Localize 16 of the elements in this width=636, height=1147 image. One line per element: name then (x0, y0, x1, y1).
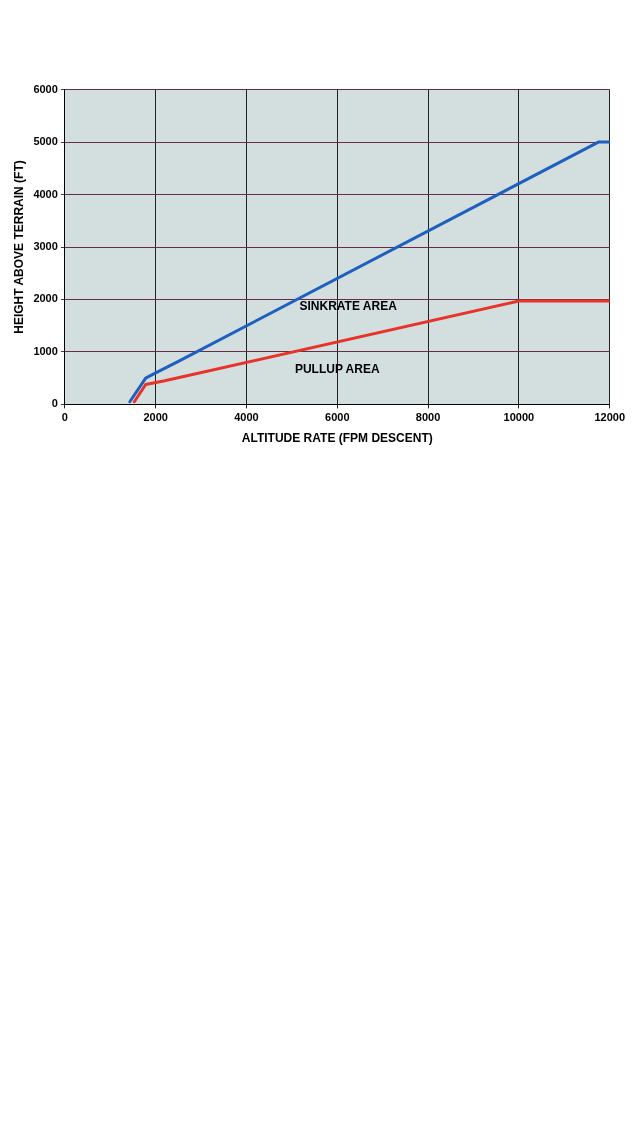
y-tick-label: 3000 (33, 240, 58, 253)
y-tick-label: 1000 (33, 344, 58, 357)
x-axis-title: ALTITUDE RATE (FPM DESCENT) (241, 431, 433, 446)
y-axis-title: HEIGHT ABOVE TERRAIN (FT) (11, 160, 26, 334)
x-tick-label: 8000 (415, 411, 441, 424)
y-tick-label: 4000 (33, 187, 58, 200)
y-tick-label: 0 (51, 397, 58, 410)
x-tick-label: 6000 (325, 411, 350, 424)
x-tick-label: 0 (61, 411, 68, 424)
y-tick-label: 6000 (33, 82, 58, 95)
x-tick-label: 4000 (234, 411, 259, 424)
x-tick-label: 12000 (594, 411, 625, 424)
x-tick-label: 10000 (503, 411, 535, 424)
y-tick-label: 5000 (33, 135, 58, 148)
x-tick-label: 2000 (143, 411, 168, 424)
y-tick-label: 2000 (33, 292, 58, 305)
